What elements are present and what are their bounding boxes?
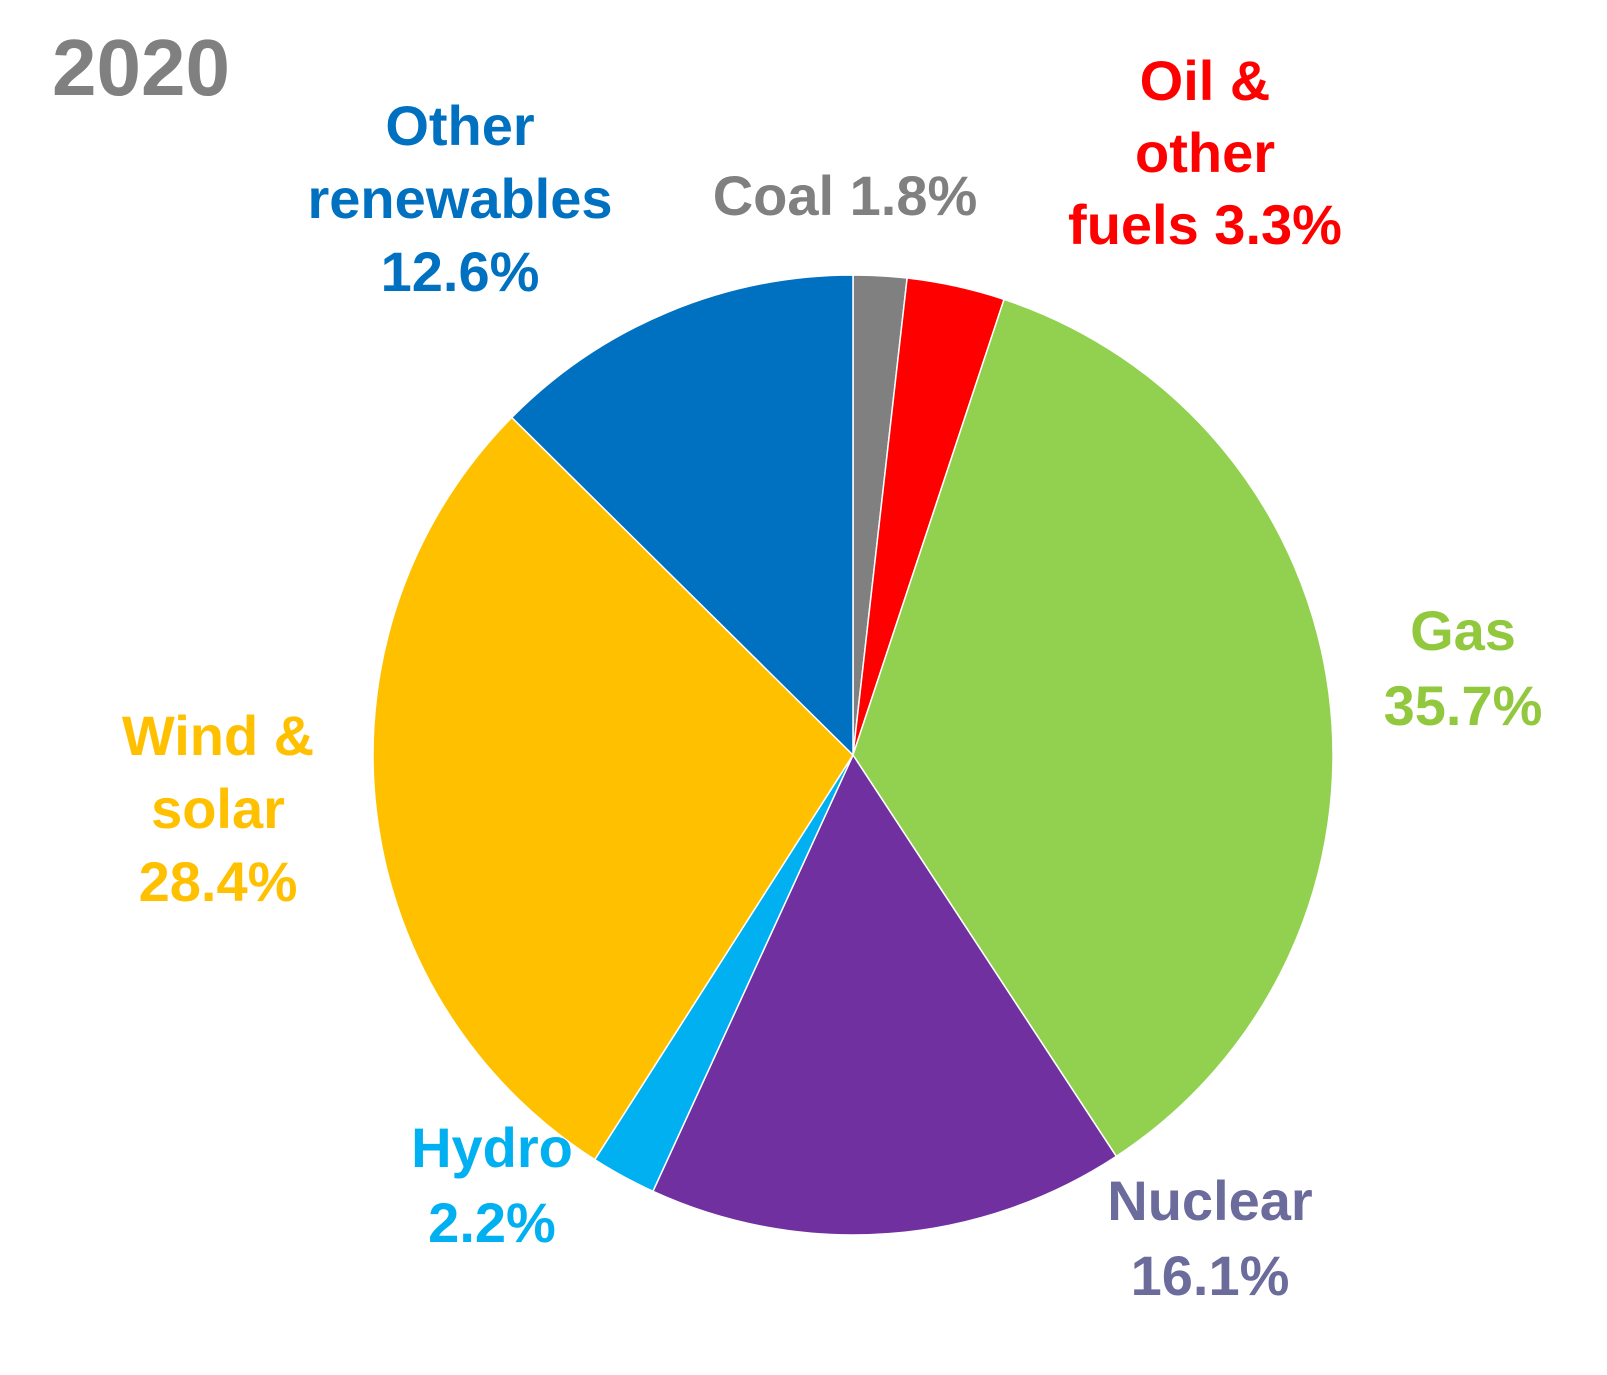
pie-label-line: 2.2%	[428, 1191, 556, 1254]
pie-label-wind-solar: Wind & solar 28.4%	[122, 704, 314, 913]
pie-label-line: Oil &	[1140, 49, 1271, 112]
pie-label-line: renewables	[307, 167, 612, 230]
pie-label-line: solar	[151, 777, 285, 840]
pie-label-line: Wind &	[122, 704, 314, 767]
pie-label-hydro: Hydro 2.2%	[411, 1116, 573, 1254]
pie-label-line: 28.4%	[139, 850, 298, 913]
pie-label-line: other	[1135, 121, 1275, 184]
pie-label-line: Hydro	[411, 1116, 573, 1179]
pie-label-line: 16.1%	[1131, 1244, 1290, 1307]
chart-title: 2020	[52, 23, 230, 112]
pie-label-line: 35.7%	[1384, 674, 1543, 737]
pie-slice-gas	[852, 298, 1334, 1158]
pie-label-line: Nuclear	[1107, 1169, 1312, 1232]
pie-label-nuclear: Nuclear 16.1%	[1107, 1169, 1312, 1307]
pie-label-gas: Gas 35.7%	[1384, 599, 1543, 737]
pie-slices	[372, 274, 1334, 1236]
pie-label-line: Coal 1.8%	[713, 164, 978, 227]
pie-slice-nuclear	[651, 753, 1118, 1236]
pie-label-other-renewables: Other renewables 12.6%	[307, 94, 612, 303]
pie-label-line: Gas	[1410, 599, 1516, 662]
pie-labels: Coal 1.8% Oil & other fuels 3.3% Gas 35.7% Nuc…	[122, 49, 1543, 1307]
pie-label-line: Other	[385, 94, 534, 157]
pie-slice-wind-solar	[372, 416, 854, 1161]
pie-slice-other-renewables	[510, 274, 854, 757]
pie-label-line: 12.6%	[381, 240, 540, 303]
pie-label-line: fuels 3.3%	[1068, 193, 1342, 256]
pie-label-oil-other-fuels: Oil & other fuels 3.3%	[1068, 49, 1342, 256]
pie-label-coal: Coal 1.8%	[713, 164, 978, 227]
